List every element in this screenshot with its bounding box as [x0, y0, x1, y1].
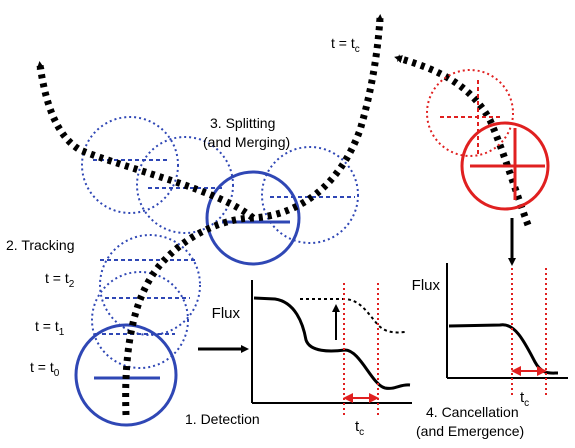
merge-split-circle	[205, 170, 301, 266]
flux-curve-detection	[253, 296, 411, 390]
time-label-t2: t = t2	[45, 270, 75, 290]
split-circle-middle	[136, 136, 234, 234]
cancellation-flux-plot: Flux tc	[412, 263, 568, 409]
time-label-tc-top: t = tc	[331, 35, 360, 55]
split-circle-right	[261, 146, 359, 244]
tracked-circle-t1	[91, 271, 189, 369]
flux-curve-baseline	[300, 298, 406, 334]
flux-label-right: Flux	[412, 277, 441, 294]
flow-arrows	[198, 218, 516, 353]
stage-label-emergence: (and Emergence)	[416, 423, 524, 439]
tc-label-left: tc	[355, 418, 364, 438]
split-circle-left	[81, 116, 179, 214]
time-label-t1: t = t1	[35, 318, 65, 338]
stage-label-tracking: 2. Tracking	[6, 237, 74, 253]
detection-flux-plot: Flux tc	[212, 280, 412, 438]
time-label-t0: t = t0	[30, 359, 60, 379]
detected-circles	[74, 170, 301, 427]
tracking-dotted-circles	[81, 116, 359, 369]
trajectory-cancel	[394, 54, 532, 227]
tc-label-right: tc	[520, 389, 529, 409]
trajectory-split-left	[36, 61, 256, 221]
flux-curve-cancellation	[448, 323, 559, 375]
stage-label-cancellation: 4. Cancellation	[426, 404, 519, 420]
stage-label-detection: 1. Detection	[185, 411, 260, 427]
cancel-solid-circle	[460, 121, 550, 211]
trajectory-paths	[36, 14, 532, 416]
stage-label-splitting: 3. Splitting	[210, 115, 275, 131]
flux-label-left: Flux	[212, 305, 241, 322]
stage-label-merging: (and Merging)	[203, 134, 290, 150]
tracked-circle-t2	[99, 234, 201, 336]
detected-feature-circle	[74, 323, 178, 427]
cancel-dotted-circle	[426, 69, 514, 157]
